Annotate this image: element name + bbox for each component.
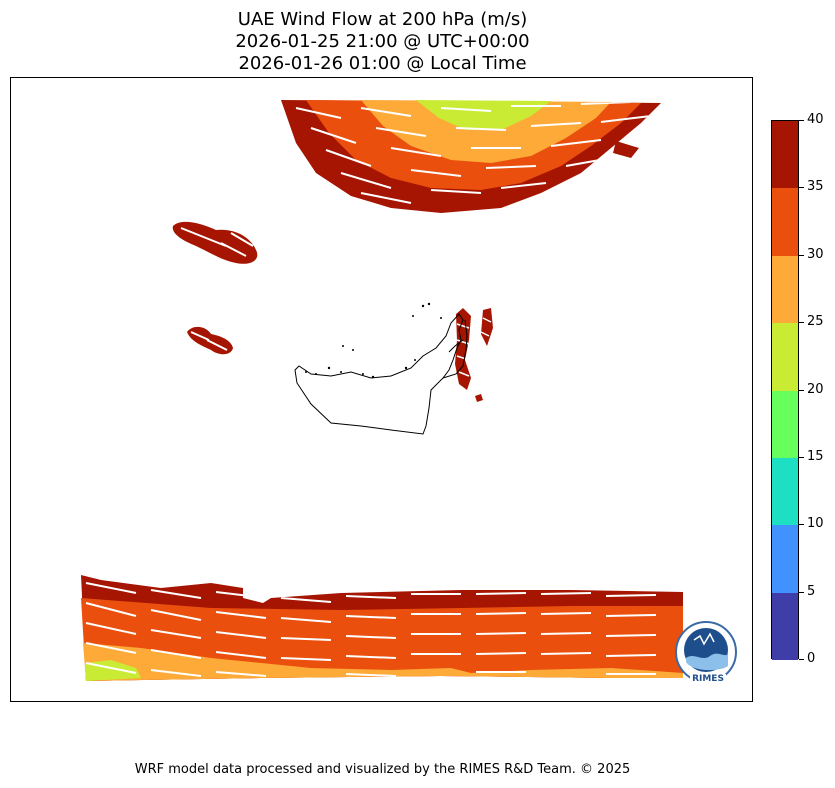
wind-region-west bbox=[172, 221, 258, 355]
colorbar-tick bbox=[799, 524, 804, 526]
colorbar-tick-label: 15 bbox=[807, 448, 824, 464]
colorbar-tick bbox=[799, 456, 804, 458]
colorbar-tick bbox=[799, 389, 804, 391]
uae-islands bbox=[305, 302, 442, 379]
rimes-logo-label: RIMES bbox=[690, 674, 726, 684]
wind-region-south bbox=[81, 575, 683, 681]
colorbar-tick bbox=[799, 659, 804, 660]
colorbar-tick-label: 35 bbox=[807, 179, 824, 195]
colorbar-tick-label: 0 bbox=[807, 651, 816, 666]
wind-region-east bbox=[455, 308, 493, 402]
colorbar-tick bbox=[799, 120, 804, 121]
colorbar-band bbox=[772, 592, 798, 660]
colorbar-tick-label: 10 bbox=[807, 516, 824, 532]
colorbar-tick-label: 25 bbox=[807, 314, 824, 330]
map-canvas bbox=[81, 100, 683, 681]
colorbar-band bbox=[772, 255, 798, 324]
colorbar-band bbox=[772, 390, 798, 458]
colorbar bbox=[771, 120, 799, 660]
colorbar-tick-label: 5 bbox=[807, 583, 816, 599]
colorbar-tick-label: 20 bbox=[807, 381, 824, 397]
credit-footer: WRF model data processed and visualized … bbox=[134, 762, 631, 777]
wind-region-north bbox=[281, 100, 661, 213]
colorbar-band bbox=[772, 457, 798, 526]
uae-outline bbox=[294, 313, 468, 435]
map-title-line-1: UAE Wind Flow at 200 hPa (m/s) bbox=[237, 9, 528, 30]
map-title-line-2: 2026-01-25 21:00 @ UTC+00:00 bbox=[235, 31, 530, 52]
rimes-logo-icon bbox=[675, 621, 737, 683]
colorbar-tick bbox=[799, 322, 804, 324]
colorbar-tick bbox=[799, 591, 804, 593]
colorbar-band bbox=[772, 525, 798, 593]
colorbar-tick-label: 40 bbox=[807, 112, 824, 127]
colorbar-band bbox=[772, 323, 798, 391]
colorbar-tick-label: 30 bbox=[807, 246, 824, 262]
map-title-line-3: 2026-01-26 01:00 @ Local Time bbox=[238, 53, 527, 74]
colorbar-tick bbox=[799, 187, 804, 189]
colorbar-tick bbox=[799, 254, 804, 256]
rimes-logo: RIMES bbox=[672, 618, 744, 690]
map-frame bbox=[10, 77, 753, 702]
colorbar-band bbox=[772, 121, 798, 189]
colorbar-band bbox=[772, 188, 798, 256]
